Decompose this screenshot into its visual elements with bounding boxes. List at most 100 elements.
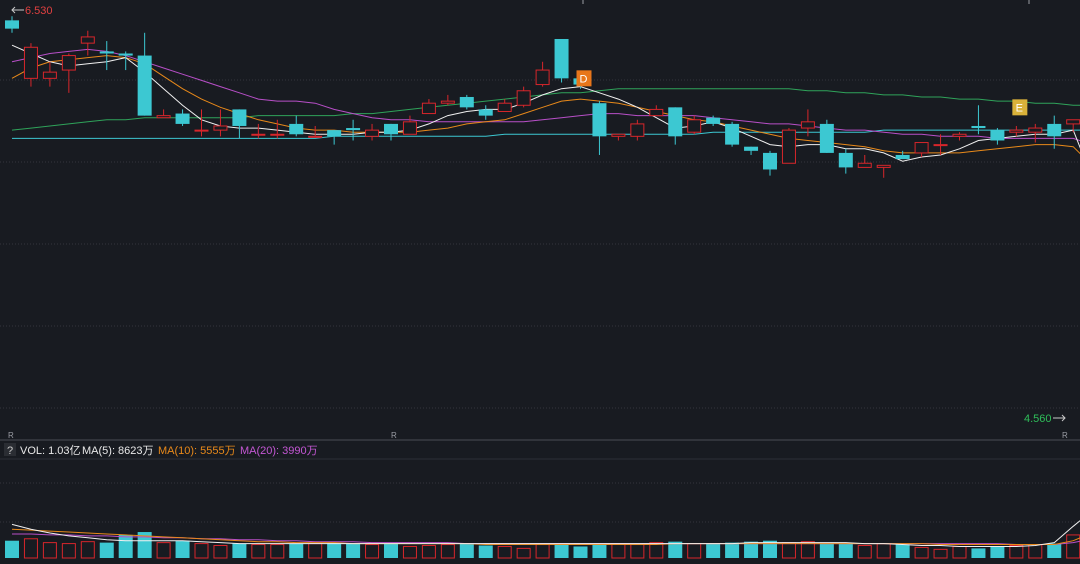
up-candle — [857, 154, 872, 168]
volume-ma5-line — [11, 520, 1080, 547]
candle-body — [346, 128, 361, 131]
volume-bar — [914, 546, 929, 559]
candles — [5, 16, 1080, 178]
volume-bar — [270, 544, 285, 559]
candle-body — [421, 102, 436, 115]
down-candle — [384, 123, 398, 141]
r-marker: R — [1062, 431, 1068, 440]
candle-body — [781, 129, 796, 164]
volume-bar — [687, 543, 702, 559]
help-badge[interactable] — [4, 443, 16, 456]
volume-bar — [175, 540, 190, 558]
volume-bar — [459, 543, 474, 558]
volume-bar — [440, 544, 455, 559]
volume-bar — [23, 538, 38, 559]
candle-body — [876, 164, 891, 168]
candle-body — [156, 115, 171, 119]
volume-bar — [327, 542, 342, 558]
volume-bar — [573, 546, 588, 558]
up-candle — [156, 109, 171, 119]
up-candle — [497, 99, 512, 112]
candle-body — [440, 100, 455, 104]
candle-body — [1028, 127, 1043, 133]
ma5-line — [11, 44, 1080, 162]
volume-bar — [421, 545, 436, 559]
vol-ma20-label: MA(20): 3990万 — [240, 445, 318, 457]
volume-bar — [933, 548, 948, 559]
max-price-arrow-head — [11, 6, 16, 14]
down-candle — [118, 51, 133, 71]
candle-body — [42, 71, 57, 79]
up-candle — [933, 134, 948, 155]
volume-bar — [516, 547, 531, 559]
down-candle — [763, 150, 777, 176]
volume-bar — [232, 543, 247, 558]
down-candle — [5, 16, 19, 33]
up-candle — [952, 132, 967, 141]
up-candle — [611, 133, 626, 141]
candle-body — [857, 162, 872, 168]
volume-bar — [213, 545, 228, 559]
up-candle — [876, 164, 891, 178]
down-candle — [744, 146, 759, 155]
candle-body — [933, 144, 948, 147]
volume-bar — [289, 543, 304, 558]
candle-body — [630, 123, 645, 137]
ma120-line — [12, 129, 1080, 139]
volume-bar — [744, 541, 759, 558]
down-candle — [592, 101, 607, 155]
volume-legend: ? VOL: 1.03亿 MA(5): 8623万 MA(10): 5555万 … — [4, 443, 318, 457]
down-candle — [971, 105, 986, 135]
volume-bar — [781, 542, 796, 559]
volume-bar — [478, 545, 493, 558]
up-candle — [1009, 125, 1024, 137]
candle-body — [365, 129, 380, 137]
candle-body — [99, 51, 114, 54]
candle-body — [668, 107, 683, 137]
volume-bar — [137, 532, 152, 558]
down-candle — [289, 115, 304, 137]
candle-body — [516, 90, 531, 106]
down-candle — [668, 107, 683, 145]
volume-bar — [156, 542, 171, 559]
up-candle — [914, 142, 929, 158]
volume-bar — [1047, 543, 1062, 558]
candle-body — [289, 123, 304, 135]
marker-badge — [576, 70, 592, 87]
volume-bar — [384, 543, 398, 558]
up-candle — [270, 119, 285, 139]
candle-body — [687, 119, 702, 133]
up-candle — [23, 43, 38, 87]
up-candle — [42, 61, 57, 87]
candle-body — [402, 121, 417, 135]
help-icon[interactable]: ? — [7, 445, 13, 457]
marker-badge — [1012, 99, 1028, 116]
down-candle — [819, 119, 834, 153]
marker-label: E — [1016, 102, 1023, 114]
moving-average-lines — [11, 44, 1080, 162]
volume-bar — [99, 542, 114, 558]
max-price-label: 6.530 — [25, 5, 53, 17]
candle-body — [800, 121, 815, 129]
candle-body — [1066, 119, 1080, 125]
candle-body — [175, 113, 190, 124]
candle-body — [308, 135, 323, 138]
up-candle — [687, 115, 702, 135]
volume-bar — [497, 545, 512, 559]
volume-bar — [763, 540, 777, 558]
up-candle — [61, 53, 76, 93]
up-candle — [1028, 123, 1043, 143]
candle-body — [971, 125, 986, 129]
candle-body — [384, 123, 398, 135]
volume-bar — [402, 545, 417, 559]
volume-ma-lines — [11, 520, 1080, 547]
up-candle — [421, 99, 436, 115]
volume-bar — [668, 541, 683, 558]
volume-bar — [819, 542, 834, 558]
volume-bar — [592, 544, 607, 558]
candle-body — [5, 20, 19, 29]
up-candle — [80, 30, 95, 56]
candle-body — [914, 142, 929, 154]
candle-body — [611, 133, 626, 137]
